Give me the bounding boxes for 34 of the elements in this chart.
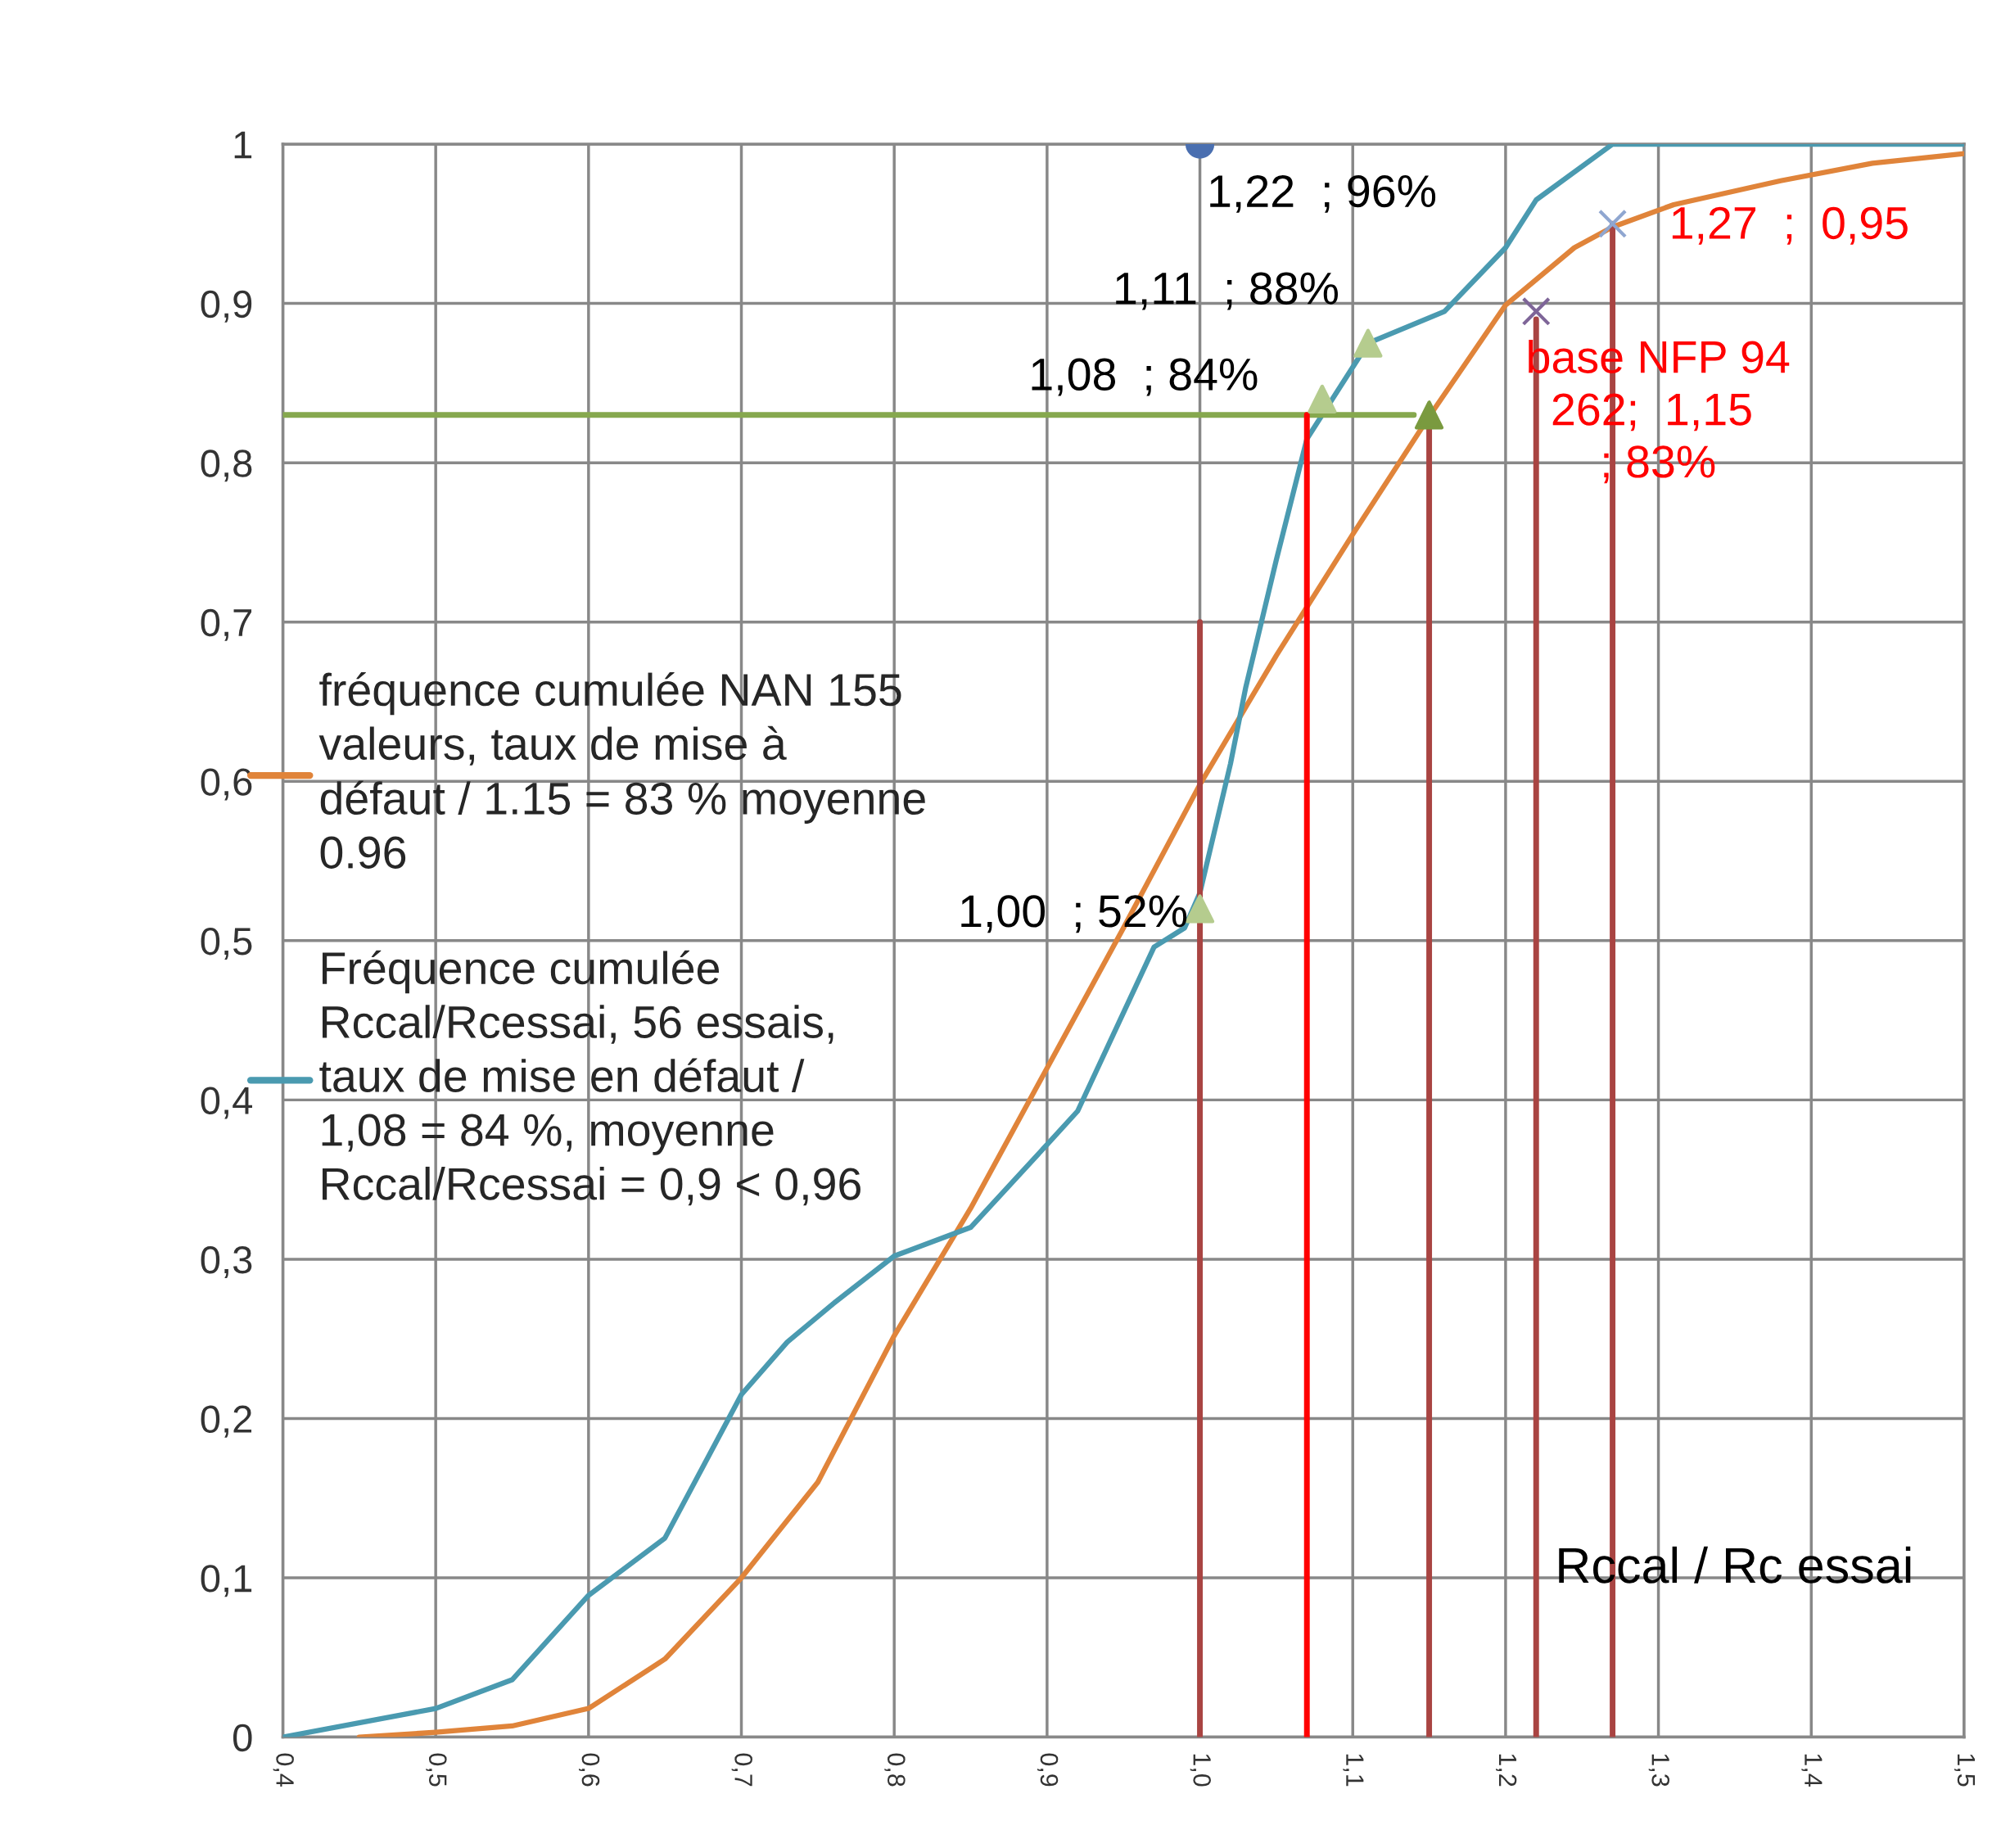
y-tick-label: 0,5 xyxy=(201,927,252,960)
x-tick-label: 0,9 xyxy=(1037,1753,1059,1787)
x-tick-label: 1,3 xyxy=(1648,1754,1670,1787)
annotation: 1,27 ; 0,95 xyxy=(1672,206,1908,245)
y-tick-label: 1 xyxy=(234,131,252,159)
point xyxy=(1521,296,1551,326)
y-tick-label: 0 xyxy=(233,1724,252,1752)
y-tick-label: 0,1 xyxy=(201,1565,252,1597)
x-tick-label: 1,4 xyxy=(1801,1754,1823,1787)
legend-label: fréquence cumulée NAN 155 valeurs, taux de mise à défaut / 1.15 = 83 % moyenne 0.96 xyxy=(318,671,925,869)
y-tick-label: 0,3 xyxy=(201,1246,252,1279)
y-tick-label: 0,6 xyxy=(201,768,252,801)
y-tick-label: 0,2 xyxy=(201,1405,252,1438)
x-tick-label: 0,8 xyxy=(884,1753,906,1787)
y-tick-label: 0,9 xyxy=(201,290,252,323)
y-tick-label: 0,4 xyxy=(201,1087,252,1119)
y-tick-label: 0,8 xyxy=(201,450,252,482)
point xyxy=(1353,328,1383,358)
annotation: 1,22 ; 96% xyxy=(1210,174,1436,213)
annotation: 1,08 ; 84% xyxy=(1032,358,1258,396)
annotation: 1,11 ; 88% xyxy=(1116,272,1338,310)
x-tick-label: 0,7 xyxy=(731,1753,752,1787)
x-tick-label: 0,6 xyxy=(579,1753,600,1787)
x-tick-label: 1,5 xyxy=(1954,1754,1976,1787)
y-tick-label: 0,7 xyxy=(201,608,252,641)
x-tick-label: 1,2 xyxy=(1496,1754,1517,1787)
x-tick-label: 0,4 xyxy=(273,1753,294,1787)
x-tick-label: 1,1 xyxy=(1343,1754,1364,1787)
x-tick-label: 0,5 xyxy=(426,1753,447,1787)
point xyxy=(1414,400,1444,430)
legend-label: Fréquence cumulée Rccal/Rcessai, 56 essais, taux de mise en défaut / 1,08 = 84 %, moyenne Rccal/Rcessai = 0,9 < 0,96 xyxy=(319,950,860,1206)
point xyxy=(1185,894,1215,924)
point xyxy=(1308,384,1337,413)
x-tick-label: 1,0 xyxy=(1190,1754,1211,1787)
